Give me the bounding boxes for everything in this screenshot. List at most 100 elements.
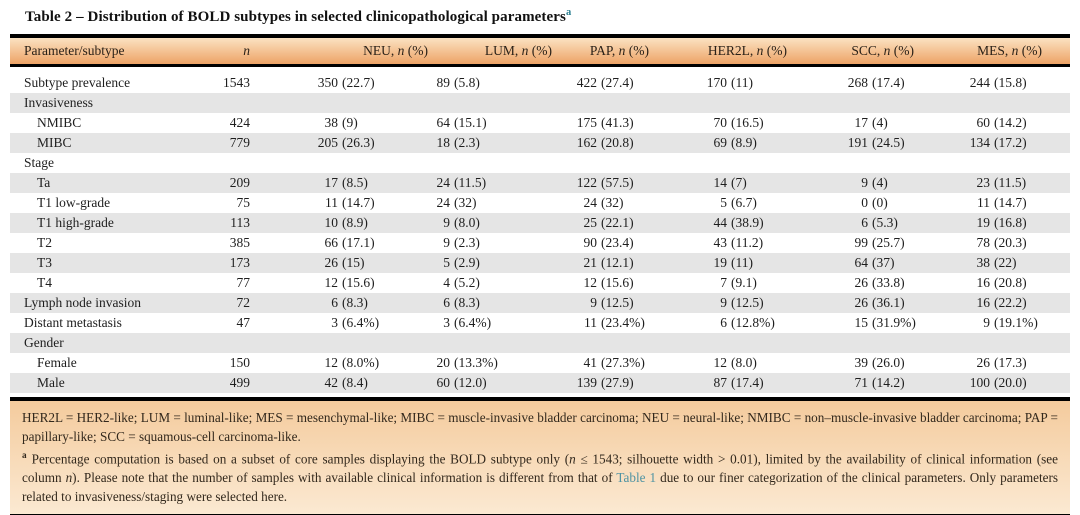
cell-percent: (9): [342, 115, 358, 130]
row-label: T3: [37, 255, 52, 270]
cell-count: 12: [324, 275, 339, 290]
table-row: Male 499 42 (8.4) 60 (12.0) 139 (27.9) 87 (17.4) 7…: [10, 373, 1070, 393]
cell-count: 12: [583, 275, 598, 290]
cell-percent: (4): [872, 115, 888, 130]
cell: 41 (27.3%): [502, 353, 649, 373]
cell-percent: (14.7): [342, 195, 375, 210]
cell: 21 (12.1): [502, 253, 649, 273]
table-title-footnote-marker[interactable]: a: [566, 7, 572, 18]
cell: 39 (26.0): [779, 353, 920, 373]
cell: 77: [236, 275, 251, 290]
cell: 205 (26.3): [250, 133, 390, 153]
cell: 99 (25.7): [779, 233, 920, 253]
cell-count: 60: [436, 375, 451, 390]
cell-percent: (27.4): [601, 75, 634, 90]
cell: 6 (8.3): [250, 293, 390, 313]
cell: 5 (2.9): [390, 253, 502, 273]
cell-count: 26: [324, 255, 339, 270]
cell-count: 19: [976, 215, 991, 230]
cell-count: 191: [847, 135, 868, 150]
cell-count: 66: [324, 235, 339, 250]
footnote-text: due to our finer categorization of the c…: [22, 470, 1058, 505]
cell: 71 (14.2): [779, 373, 920, 393]
cell-percent: (8.0): [731, 355, 757, 370]
cell: 4 (5.2): [390, 273, 502, 293]
cell: 5 (6.7): [649, 193, 779, 213]
cell-count: 41: [583, 355, 598, 370]
cell: 9 (8.0): [390, 213, 502, 233]
cell-count: 9: [590, 295, 597, 310]
abbreviations-note: HER2L = HER2-like; LUM = luminal-like; M…: [22, 410, 1058, 444]
cell: 150: [229, 355, 250, 370]
cell: 139 (27.9): [502, 373, 649, 393]
cell-count: 3: [331, 315, 338, 330]
cell: 23 (11.5): [920, 173, 1042, 193]
cell: 12 (8.0): [649, 353, 779, 373]
cell-count: 24: [436, 195, 451, 210]
cell-count: 9: [861, 175, 868, 190]
cell: 38 (9): [250, 113, 390, 133]
cell-percent: (8.3): [454, 295, 480, 310]
table-row: T2 385 66 (17.1) 9 (2.3) 90 (23.4) 43 (11.2) 99 (25…: [10, 233, 1070, 253]
cell-percent: (25.7): [872, 235, 905, 250]
cell-count: 350: [317, 75, 338, 90]
cell-count: 4: [443, 275, 450, 290]
cell: 64 (15.1): [390, 113, 502, 133]
cell-count: 11: [325, 195, 338, 210]
cell-percent: (15.1): [454, 115, 487, 130]
cell: 100 (20.0): [920, 373, 1042, 393]
cell-count: 100: [969, 375, 990, 390]
cell-percent: (37): [872, 255, 895, 270]
cell: 25 (22.1): [502, 213, 649, 233]
cell: 9 (2.3): [390, 233, 502, 253]
column-header: HER2L, n (%): [707, 43, 787, 58]
cell-count: 244: [969, 75, 990, 90]
cell-percent: (15): [342, 255, 365, 270]
row-label: Female: [37, 355, 77, 370]
cell-percent: (11.2): [731, 235, 764, 250]
cell-count: 21: [583, 255, 598, 270]
cell: 78 (20.3): [920, 233, 1042, 253]
cell: 9 (12.5): [649, 293, 779, 313]
cell-percent: (23.4%): [601, 315, 645, 330]
cell: 43 (11.2): [649, 233, 779, 253]
column-header: SCC, n (%): [851, 43, 914, 58]
cell-count: 26: [976, 355, 991, 370]
cell-percent: (23.4): [601, 235, 634, 250]
cell: 170 (11): [649, 73, 779, 93]
cell: 11 (23.4%): [502, 313, 649, 333]
cell-percent: (7): [731, 175, 747, 190]
cell-percent: (5.8): [454, 75, 480, 90]
cell: 162 (20.8): [502, 133, 649, 153]
column-header: Parameter/subtype: [24, 43, 125, 58]
cell: 16 (22.2): [920, 293, 1042, 313]
cell-percent: (13.3%): [454, 355, 498, 370]
cell-percent: (22.2): [994, 295, 1027, 310]
table-row: T3 173 26 (15) 5 (2.9) 21 (12.1) 19 (11) 64 (37) 38(…: [10, 253, 1070, 273]
table-row: NMIBC 424 38 (9) 64 (15.1) 175 (41.3) 70 (16.5) 17…: [10, 113, 1070, 133]
cell-count: 17: [854, 115, 869, 130]
cell-percent: (8.9): [731, 135, 757, 150]
cell-count: 9: [443, 215, 450, 230]
cell: 66 (17.1): [250, 233, 390, 253]
cell: 12 (15.6): [502, 273, 649, 293]
cell-count: 26: [854, 295, 869, 310]
cell: 499: [229, 375, 250, 390]
cell-count: 17: [324, 175, 339, 190]
cell-percent: (12.8%): [731, 315, 775, 330]
cell-percent: (2.9): [454, 255, 480, 270]
cell-count: 5: [720, 195, 727, 210]
column-header: NEU, n (%): [363, 43, 428, 58]
cell-percent: (20.8): [601, 135, 634, 150]
table-1-link[interactable]: Table 1: [616, 470, 657, 486]
cell-count: 42: [324, 375, 339, 390]
cell-count: 38: [324, 115, 339, 130]
cell-percent: (32): [601, 195, 624, 210]
cell-count: 15: [854, 315, 869, 330]
cell-percent: (12.5): [731, 295, 764, 310]
cell-percent: (12.5): [601, 295, 634, 310]
cell: 173: [229, 255, 250, 270]
cell: 11 (14.7): [250, 193, 390, 213]
cell-count: 64: [854, 255, 869, 270]
table-row: T1 high-grade 113 10 (8.9) 9 (8.0) 25 (22.1) 44(…: [10, 213, 1070, 233]
